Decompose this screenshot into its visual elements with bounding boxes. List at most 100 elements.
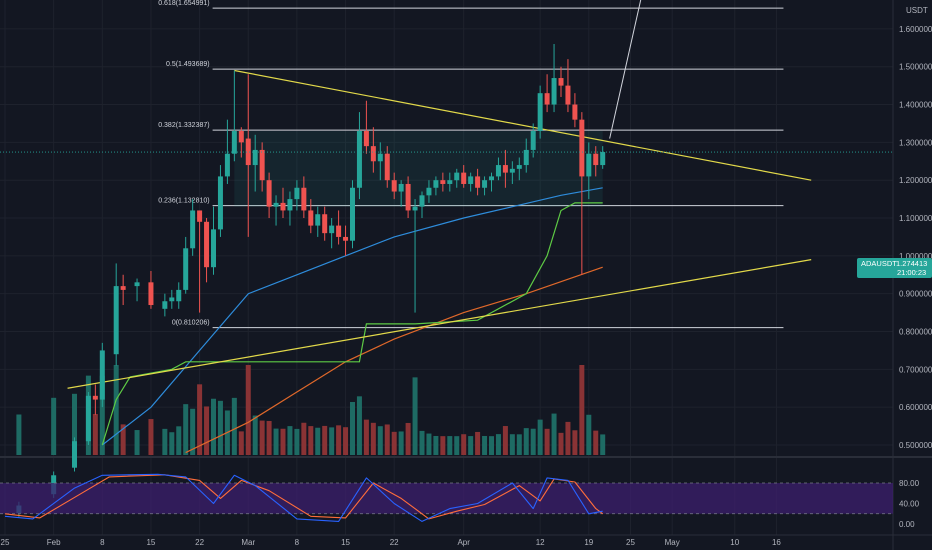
candle-body [329,225,335,234]
candle-body [454,172,460,181]
candle-body [197,210,203,222]
volume-bar [475,431,481,455]
price-axis[interactable]: 2.3000002.2000002.1000002.0000001.900000… [899,0,932,529]
time-tick-label: 10 [730,538,739,547]
volume-bar [405,422,411,455]
fib-level-label: 0.236(1.132810) [158,198,209,205]
candle-body [99,350,105,400]
volume-bar [51,397,57,455]
volume-bar [502,426,508,455]
volume-bar [169,432,175,455]
volume-bar [426,433,432,455]
fib-level-label: 0.618(1.654991) [158,0,209,7]
candle-body [336,225,342,237]
volume-bar [113,365,119,455]
volume-bar [440,436,446,455]
volume-bar [495,434,501,455]
volume-bar [572,430,578,455]
candlesticks [0,44,893,517]
candle-body [134,282,140,287]
candle-body [72,441,77,468]
stoch-tick-label: 80.00 [899,479,920,488]
candle-body [183,248,189,290]
candle-body [190,210,196,249]
projection-arrow[interactable] [609,0,681,139]
volume-bar [600,434,606,455]
candle-body [85,395,91,442]
stoch-tick-label: 0.00 [899,520,915,529]
volume-bar [377,426,383,455]
trend-lines[interactable] [67,69,812,389]
volume-bar [190,408,196,455]
price-tick-label: 1.600000 [899,25,932,34]
price-tick-label: 0.600000 [899,403,932,412]
volume-bar [322,425,328,455]
candle-body [92,395,98,400]
candle-body [322,214,328,234]
volume-bar [530,428,536,455]
volume-bar [99,375,105,455]
time-tick-label: 25 [1,538,10,547]
descending-trendline [234,69,812,181]
volume-bar [287,426,293,455]
price-tick-label: 1.100000 [899,214,932,223]
volume-bar [391,431,397,455]
volume-bar [273,428,279,455]
fib-level-label: 0.5(1.493689) [166,61,210,68]
volume-bar [370,422,376,455]
price-tick-label: 0.500000 [899,441,932,450]
current-price-label: ADAUSDT 1.274413 21:00:23 [857,258,932,278]
volume-bar [336,425,342,455]
price-tick-label: 0.900000 [899,290,932,299]
volume-bar [92,413,98,455]
time-axis[interactable]: 25 Feb 8 15 22 Mar 8 15 22 Apr 12 19 25 May 10 16 [1,538,782,547]
candle-body [301,187,307,211]
candle-body [231,131,237,154]
candle-body [370,146,376,162]
volume-bar [558,432,564,455]
currency-unit-label[interactable]: USDT [906,6,928,15]
time-tick-label: 15 [146,538,155,547]
volume-bar [211,398,216,455]
price-tick-label: 1.400000 [899,101,932,110]
candle-body [482,180,488,188]
volume-bar [461,434,467,455]
volume-bar [468,436,474,455]
candle-body [148,282,154,306]
volume-bar [398,431,404,455]
price-label-background [857,258,932,278]
volume-bar [72,393,77,455]
candle-body [419,195,425,207]
candle-body [391,180,397,192]
volume-bar [343,427,349,455]
volume-bar [280,428,286,455]
candle-body [447,180,453,184]
candle-body [238,131,244,143]
candle-body [287,199,293,211]
candle-body [412,206,418,211]
candle-body [252,149,258,166]
volume-bar [204,406,210,455]
candle-body [398,183,404,192]
candle-body [363,131,369,147]
volume-bar [176,426,182,455]
time-tick-label: Feb [47,538,61,547]
time-tick-label: 19 [584,538,593,547]
volume-bar [509,434,515,455]
candle-body [162,301,168,309]
volume-bar [433,435,439,455]
volume-bar [384,424,390,455]
volume-bar [329,427,335,455]
candle-body [475,176,481,188]
time-tick-label: May [665,538,680,547]
candle-body [551,78,557,105]
support-green-line [101,202,603,446]
candle-body [600,152,606,166]
candle-body [384,153,390,181]
candle-body [489,176,494,181]
volume-bar [315,427,321,455]
volume-bar [197,384,203,455]
candle-body [516,165,522,169]
candle-body [426,187,432,196]
